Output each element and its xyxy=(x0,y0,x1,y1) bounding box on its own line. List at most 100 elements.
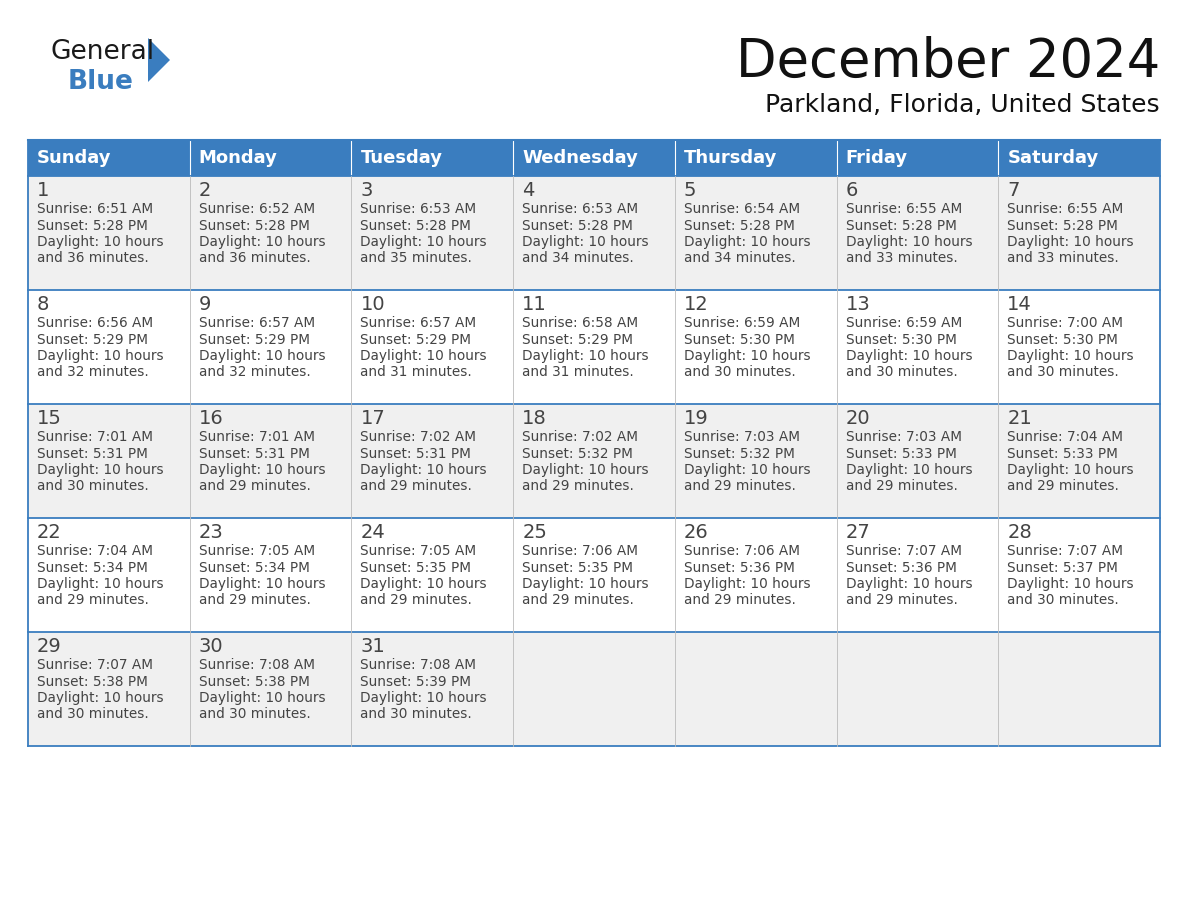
Text: 21: 21 xyxy=(1007,409,1032,429)
Text: Daylight: 10 hours: Daylight: 10 hours xyxy=(360,349,487,363)
Text: Sunset: 5:33 PM: Sunset: 5:33 PM xyxy=(846,446,956,461)
Text: December 2024: December 2024 xyxy=(735,36,1159,88)
Text: and 31 minutes.: and 31 minutes. xyxy=(360,365,472,379)
Text: Daylight: 10 hours: Daylight: 10 hours xyxy=(523,349,649,363)
Text: 5: 5 xyxy=(684,182,696,200)
Text: 20: 20 xyxy=(846,409,870,429)
Text: Sunrise: 6:53 AM: Sunrise: 6:53 AM xyxy=(523,202,638,216)
Bar xyxy=(29,176,1159,290)
Text: 3: 3 xyxy=(360,182,373,200)
Text: Sunrise: 6:59 AM: Sunrise: 6:59 AM xyxy=(846,316,962,330)
Text: and 30 minutes.: and 30 minutes. xyxy=(1007,365,1119,379)
Text: Daylight: 10 hours: Daylight: 10 hours xyxy=(360,235,487,249)
Text: 12: 12 xyxy=(684,296,708,315)
Text: Parkland, Florida, United States: Parkland, Florida, United States xyxy=(765,93,1159,117)
Bar xyxy=(29,140,190,176)
Text: Daylight: 10 hours: Daylight: 10 hours xyxy=(523,235,649,249)
Text: Daylight: 10 hours: Daylight: 10 hours xyxy=(684,349,810,363)
Text: and 32 minutes.: and 32 minutes. xyxy=(37,365,148,379)
Text: Sunrise: 7:06 AM: Sunrise: 7:06 AM xyxy=(523,544,638,558)
Text: Sunset: 5:35 PM: Sunset: 5:35 PM xyxy=(523,561,633,575)
Text: and 29 minutes.: and 29 minutes. xyxy=(360,479,473,494)
Text: Sunrise: 6:59 AM: Sunrise: 6:59 AM xyxy=(684,316,800,330)
Text: and 36 minutes.: and 36 minutes. xyxy=(198,252,310,265)
Bar xyxy=(836,140,998,176)
Text: and 29 minutes.: and 29 minutes. xyxy=(198,479,310,494)
Text: and 32 minutes.: and 32 minutes. xyxy=(198,365,310,379)
Text: Daylight: 10 hours: Daylight: 10 hours xyxy=(846,577,972,591)
Text: and 30 minutes.: and 30 minutes. xyxy=(846,365,958,379)
Text: and 34 minutes.: and 34 minutes. xyxy=(523,252,634,265)
Text: Sunrise: 7:08 AM: Sunrise: 7:08 AM xyxy=(360,658,476,672)
Text: Sunset: 5:33 PM: Sunset: 5:33 PM xyxy=(1007,446,1118,461)
Text: Sunset: 5:28 PM: Sunset: 5:28 PM xyxy=(360,218,472,232)
Text: Sunset: 5:39 PM: Sunset: 5:39 PM xyxy=(360,675,472,688)
Text: Friday: Friday xyxy=(846,149,908,167)
Text: Sunset: 5:30 PM: Sunset: 5:30 PM xyxy=(846,332,956,346)
Text: Daylight: 10 hours: Daylight: 10 hours xyxy=(198,463,326,477)
Text: Daylight: 10 hours: Daylight: 10 hours xyxy=(37,349,164,363)
Text: 26: 26 xyxy=(684,523,708,543)
Text: Sunrise: 7:01 AM: Sunrise: 7:01 AM xyxy=(37,430,153,444)
Text: Daylight: 10 hours: Daylight: 10 hours xyxy=(198,349,326,363)
Text: Sunset: 5:34 PM: Sunset: 5:34 PM xyxy=(37,561,147,575)
Text: Daylight: 10 hours: Daylight: 10 hours xyxy=(523,577,649,591)
Text: and 29 minutes.: and 29 minutes. xyxy=(684,479,796,494)
Text: Daylight: 10 hours: Daylight: 10 hours xyxy=(684,577,810,591)
Text: Sunrise: 6:57 AM: Sunrise: 6:57 AM xyxy=(198,316,315,330)
Text: Sunset: 5:37 PM: Sunset: 5:37 PM xyxy=(1007,561,1118,575)
Text: Sunset: 5:28 PM: Sunset: 5:28 PM xyxy=(846,218,956,232)
Text: Sunrise: 6:58 AM: Sunrise: 6:58 AM xyxy=(523,316,638,330)
Bar xyxy=(190,140,352,176)
Text: Sunrise: 7:05 AM: Sunrise: 7:05 AM xyxy=(360,544,476,558)
Text: 13: 13 xyxy=(846,296,871,315)
Text: 2: 2 xyxy=(198,182,211,200)
Text: 28: 28 xyxy=(1007,523,1032,543)
Bar xyxy=(29,290,1159,404)
Text: Daylight: 10 hours: Daylight: 10 hours xyxy=(198,577,326,591)
Text: and 29 minutes.: and 29 minutes. xyxy=(846,479,958,494)
Text: Daylight: 10 hours: Daylight: 10 hours xyxy=(1007,463,1133,477)
Text: and 30 minutes.: and 30 minutes. xyxy=(684,365,796,379)
Text: 25: 25 xyxy=(523,523,546,543)
Text: and 31 minutes.: and 31 minutes. xyxy=(523,365,634,379)
Text: 15: 15 xyxy=(37,409,62,429)
Text: Daylight: 10 hours: Daylight: 10 hours xyxy=(198,691,326,705)
Text: Daylight: 10 hours: Daylight: 10 hours xyxy=(846,463,972,477)
Text: and 29 minutes.: and 29 minutes. xyxy=(360,594,473,608)
Text: and 33 minutes.: and 33 minutes. xyxy=(846,252,958,265)
Text: 31: 31 xyxy=(360,637,385,656)
Bar xyxy=(29,632,1159,746)
Text: Sunset: 5:28 PM: Sunset: 5:28 PM xyxy=(1007,218,1118,232)
Text: Saturday: Saturday xyxy=(1007,149,1099,167)
Text: Daylight: 10 hours: Daylight: 10 hours xyxy=(37,577,164,591)
Text: Sunset: 5:28 PM: Sunset: 5:28 PM xyxy=(684,218,795,232)
Text: Sunrise: 7:02 AM: Sunrise: 7:02 AM xyxy=(360,430,476,444)
Text: Sunrise: 7:00 AM: Sunrise: 7:00 AM xyxy=(1007,316,1124,330)
Bar xyxy=(675,140,836,176)
Text: Sunrise: 6:53 AM: Sunrise: 6:53 AM xyxy=(360,202,476,216)
Text: Daylight: 10 hours: Daylight: 10 hours xyxy=(360,577,487,591)
Text: Sunset: 5:34 PM: Sunset: 5:34 PM xyxy=(198,561,310,575)
Text: Sunset: 5:36 PM: Sunset: 5:36 PM xyxy=(846,561,956,575)
Text: 23: 23 xyxy=(198,523,223,543)
Text: and 30 minutes.: and 30 minutes. xyxy=(37,479,148,494)
Text: Sunday: Sunday xyxy=(37,149,112,167)
Text: 11: 11 xyxy=(523,296,546,315)
Text: Sunset: 5:32 PM: Sunset: 5:32 PM xyxy=(684,446,795,461)
Text: 27: 27 xyxy=(846,523,871,543)
Text: and 29 minutes.: and 29 minutes. xyxy=(37,594,148,608)
Text: Daylight: 10 hours: Daylight: 10 hours xyxy=(684,235,810,249)
Text: Daylight: 10 hours: Daylight: 10 hours xyxy=(523,463,649,477)
Text: Sunset: 5:31 PM: Sunset: 5:31 PM xyxy=(198,446,310,461)
Bar xyxy=(998,140,1159,176)
Bar xyxy=(513,140,675,176)
Text: 30: 30 xyxy=(198,637,223,656)
Text: Sunset: 5:28 PM: Sunset: 5:28 PM xyxy=(198,218,310,232)
Text: Sunrise: 6:55 AM: Sunrise: 6:55 AM xyxy=(846,202,962,216)
Text: 7: 7 xyxy=(1007,182,1019,200)
Text: Sunset: 5:30 PM: Sunset: 5:30 PM xyxy=(1007,332,1118,346)
Text: 9: 9 xyxy=(198,296,211,315)
Text: Daylight: 10 hours: Daylight: 10 hours xyxy=(198,235,326,249)
Text: Sunrise: 7:01 AM: Sunrise: 7:01 AM xyxy=(198,430,315,444)
